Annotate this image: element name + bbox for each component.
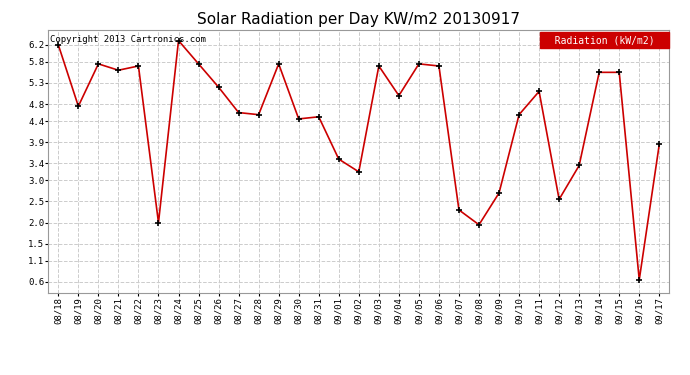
Text: Radiation (kW/m2): Radiation (kW/m2): [543, 35, 666, 45]
Text: Copyright 2013 Cartronics.com: Copyright 2013 Cartronics.com: [50, 35, 206, 44]
Title: Solar Radiation per Day KW/m2 20130917: Solar Radiation per Day KW/m2 20130917: [197, 12, 520, 27]
